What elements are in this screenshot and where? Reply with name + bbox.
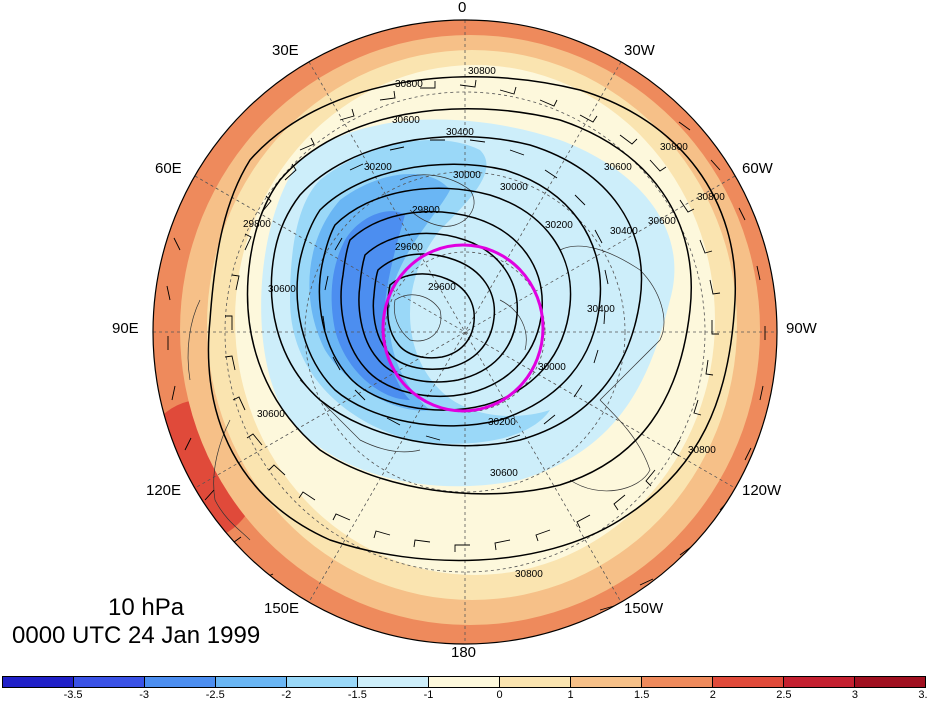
lon-label-30e: 30E <box>272 42 299 59</box>
colorbar-segment <box>500 677 571 687</box>
valid-time-title: 0000 UTC 24 Jan 1999 <box>12 622 261 649</box>
contour-label: 30400 <box>446 127 474 138</box>
colorbar-tick-label: -2.5 <box>205 689 225 701</box>
colorbar-tick-label: -1.5 <box>347 689 367 701</box>
contour-label: 30000 <box>500 182 528 193</box>
contour-30800 <box>207 76 736 562</box>
contour-label: 29800 <box>243 219 271 230</box>
contour-label: 30200 <box>545 220 573 231</box>
map-boundary <box>152 19 778 645</box>
lon-label-60e: 60E <box>155 160 182 177</box>
lon-label-90w: 90W <box>786 320 817 337</box>
colorbar-segment <box>713 677 784 687</box>
contour-label: 30600 <box>648 216 676 227</box>
wind-barbs <box>166 79 766 611</box>
colorbar <box>2 676 926 688</box>
lon-label-150w: 150W <box>624 600 664 617</box>
contour-29600 <box>358 232 519 383</box>
colorbar-tick-label: 3 <box>851 689 858 701</box>
lon-label-180: 180 <box>451 644 477 661</box>
contour-label: 30800 <box>660 142 688 153</box>
colorbar-segment <box>216 677 287 687</box>
colorbar-tick-label: 3.5 <box>918 689 928 701</box>
lon-label-30w: 30W <box>624 42 655 59</box>
contour-30600 <box>246 107 692 495</box>
colorbar-tick-label: -3 <box>139 689 150 701</box>
contour-label: 30600 <box>392 115 420 126</box>
contour-label: 30600 <box>257 409 285 420</box>
graticule <box>153 20 777 644</box>
contour-label: 30600 <box>490 468 518 479</box>
contour-label: 30200 <box>488 417 516 428</box>
contour-29400 <box>372 253 496 370</box>
colorbar-tick-label: -1 <box>423 689 434 701</box>
contour-label: 30800 <box>395 79 423 90</box>
contour-label: 30400 <box>587 304 615 315</box>
contour-label: 29600 <box>428 282 456 293</box>
lon-label-60w: 60W <box>742 160 773 177</box>
lon-label-90e: 90E <box>112 320 139 337</box>
contour-label: 30000 <box>538 362 566 373</box>
polar-vortex-edge <box>381 243 545 413</box>
colorbar-tick-label: 2.5 <box>776 689 792 701</box>
colorbar-tick-label: -3.5 <box>63 689 83 701</box>
coastlines <box>187 174 665 541</box>
contour-label: 30800 <box>468 66 496 77</box>
contour-label: 30200 <box>364 162 392 173</box>
colorbar-segment <box>145 677 216 687</box>
lon-label-120e: 120E <box>146 482 182 499</box>
colorbar-segment <box>571 677 642 687</box>
colorbar-tick-label: -2 <box>281 689 292 701</box>
colorbar-segment <box>74 677 145 687</box>
colorbar-segment <box>3 677 74 687</box>
lon-label-0: 0 <box>458 0 467 16</box>
colorbar-segment <box>358 677 429 687</box>
colorbar-tick-label: 2 <box>709 689 716 701</box>
contour-29200 <box>386 273 475 359</box>
contour-29800 <box>340 210 543 397</box>
lon-label-150e: 150E <box>264 600 300 617</box>
contour-label: 30800 <box>515 569 543 580</box>
height-contours <box>207 76 736 562</box>
contour-label: 30400 <box>610 226 638 237</box>
colorbar-labels: -3.5 -3 -2.5 -2 -1.5 -1 0 1 1.5 2 2.5 3 3.5 <box>2 689 928 702</box>
pressure-level-title: 10 hPa <box>108 594 185 621</box>
lon-label-120w: 120W <box>742 482 782 499</box>
colorbar-segment <box>429 677 500 687</box>
colorbar-segment <box>784 677 855 687</box>
contour-label: 29600 <box>395 242 423 253</box>
colorbar-segment <box>287 677 358 687</box>
colorbar-segment <box>642 677 713 687</box>
contour-label: 30600 <box>604 162 632 173</box>
anomaly-fill-core-blue <box>331 211 410 400</box>
contour-label: 30800 <box>697 192 725 203</box>
colorbar-tick-label: 1.5 <box>634 689 650 701</box>
contour-30400 <box>270 135 643 447</box>
contour-label: 30600 <box>268 284 296 295</box>
colorbar-tick-label: 1 <box>567 689 574 701</box>
contour-30200 <box>296 163 602 427</box>
contour-label: 29800 <box>412 205 440 216</box>
contour-label: 30000 <box>453 170 481 181</box>
colorbar-segment <box>855 677 925 687</box>
colorbar-tick-label: 0 <box>496 689 503 701</box>
contour-label: 30800 <box>688 445 716 456</box>
contour-labels: 30800 30800 30800 30800 30800 30800 3060… <box>243 66 725 580</box>
